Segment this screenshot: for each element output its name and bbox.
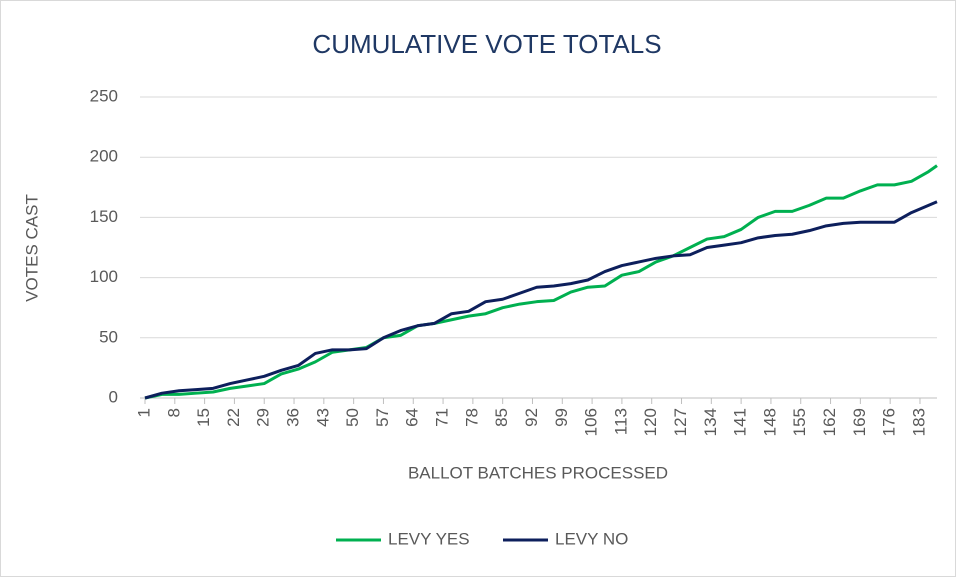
x-tick-label: 22 bbox=[224, 408, 243, 427]
x-tick-label: 141 bbox=[731, 408, 750, 436]
x-tick-label: 127 bbox=[671, 408, 690, 436]
y-tick-label: 50 bbox=[99, 327, 118, 346]
x-tick-label: 29 bbox=[254, 408, 273, 427]
x-tick-label: 99 bbox=[552, 408, 571, 427]
y-tick-label: 250 bbox=[90, 86, 118, 105]
x-tick-label: 92 bbox=[522, 408, 541, 427]
x-tick-label: 64 bbox=[403, 408, 422, 427]
x-tick-label: 113 bbox=[611, 408, 630, 435]
y-tick-label: 200 bbox=[90, 147, 118, 166]
series-line bbox=[144, 200, 938, 400]
x-tick-label: 43 bbox=[313, 408, 332, 427]
x-tick-label: 120 bbox=[641, 408, 660, 436]
x-tick-label: 71 bbox=[433, 408, 452, 427]
x-tick-label: 36 bbox=[284, 408, 303, 427]
x-tick-label: 169 bbox=[850, 408, 869, 436]
x-tick-label: 50 bbox=[343, 408, 362, 427]
x-tick-label: 1 bbox=[134, 408, 153, 417]
x-tick-label: 162 bbox=[820, 408, 839, 436]
x-tick-label: 85 bbox=[492, 408, 511, 427]
series-line bbox=[144, 164, 938, 400]
legend-label: LEVY NO bbox=[555, 529, 628, 548]
x-tick-label: 183 bbox=[909, 408, 928, 436]
legend-label: LEVY YES bbox=[388, 529, 470, 548]
y-axis-label: VOTES CAST bbox=[22, 194, 41, 302]
x-tick-label: 106 bbox=[582, 408, 601, 436]
x-tick-label: 15 bbox=[194, 408, 213, 427]
x-tick-label: 134 bbox=[701, 408, 720, 436]
y-tick-label: 100 bbox=[90, 267, 118, 286]
y-tick-label: 150 bbox=[90, 207, 118, 226]
x-tick-label: 148 bbox=[760, 408, 779, 436]
x-tick-label: 155 bbox=[790, 408, 809, 436]
x-tick-label: 8 bbox=[164, 408, 183, 417]
chart-title: CUMULATIVE VOTE TOTALS bbox=[312, 29, 661, 59]
x-tick-label: 78 bbox=[462, 408, 481, 427]
x-axis-label: BALLOT BATCHES PROCESSED bbox=[408, 463, 668, 482]
x-tick-label: 176 bbox=[880, 408, 899, 436]
y-tick-label: 0 bbox=[109, 387, 118, 406]
x-tick-label: 57 bbox=[373, 408, 392, 427]
